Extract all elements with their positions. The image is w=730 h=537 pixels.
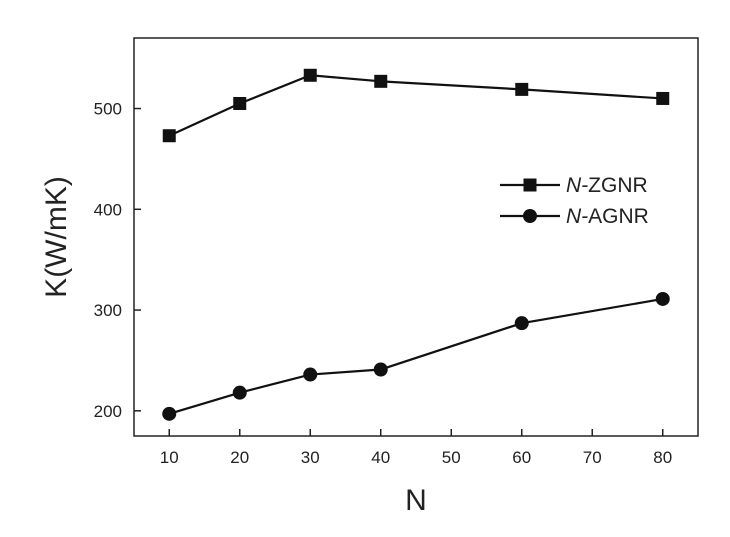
plot-series — [162, 68, 670, 421]
x-axis-title: N — [405, 484, 427, 517]
series-zgnr — [162, 68, 670, 143]
x-tick-label: 70 — [583, 448, 602, 467]
x-tick-label: 30 — [301, 448, 320, 467]
x-tick-label: 20 — [230, 448, 249, 467]
data-point-zgnr — [515, 82, 529, 96]
x-tick-label: 80 — [653, 448, 672, 467]
legend-label: N-AGNR — [566, 205, 649, 228]
y-tick-label: 200 — [94, 402, 122, 421]
y-tick-label: 400 — [94, 200, 122, 219]
x-tick-label: 60 — [512, 448, 531, 467]
x-tick-label: 40 — [371, 448, 390, 467]
x-tick-label: 10 — [160, 448, 179, 467]
legend-label-name: AGNR — [588, 205, 649, 228]
data-point-agnr — [655, 291, 670, 306]
data-point-agnr — [303, 367, 318, 382]
plot-frame — [133, 37, 699, 437]
series-line-agnr — [168, 297, 663, 415]
y-tick-label: 500 — [94, 100, 122, 119]
legend-label: N-ZGNR — [566, 174, 648, 197]
legend-label-name: ZGNR — [588, 174, 648, 197]
x-tick-label: 50 — [442, 448, 461, 467]
data-point-zgnr — [162, 129, 176, 143]
legend-label-prefix: N- — [566, 205, 588, 228]
data-point-agnr — [232, 385, 247, 400]
y-tick-label: 300 — [94, 301, 122, 320]
data-point-agnr — [162, 406, 177, 421]
data-point-zgnr — [233, 96, 247, 110]
y-axis: 200 300 400 500 — [94, 100, 141, 421]
series-agnr — [162, 291, 670, 421]
legend-label-prefix: N- — [566, 174, 588, 197]
data-point-agnr — [514, 316, 529, 331]
legend-marker-zgnr — [523, 178, 537, 192]
data-point-zgnr — [656, 91, 670, 105]
legend-item-zgnr: N-ZGNR — [500, 174, 648, 197]
data-point-zgnr — [303, 68, 317, 82]
x-axis: 10 20 30 40 50 60 70 80 — [160, 429, 672, 467]
data-point-agnr — [373, 362, 388, 377]
legend-item-agnr: N-AGNR — [500, 205, 649, 228]
data-point-zgnr — [374, 74, 388, 88]
series-line-zgnr — [168, 74, 663, 137]
y-axis-title: K(W/mK) — [40, 176, 73, 298]
legend-marker-agnr — [523, 209, 537, 223]
